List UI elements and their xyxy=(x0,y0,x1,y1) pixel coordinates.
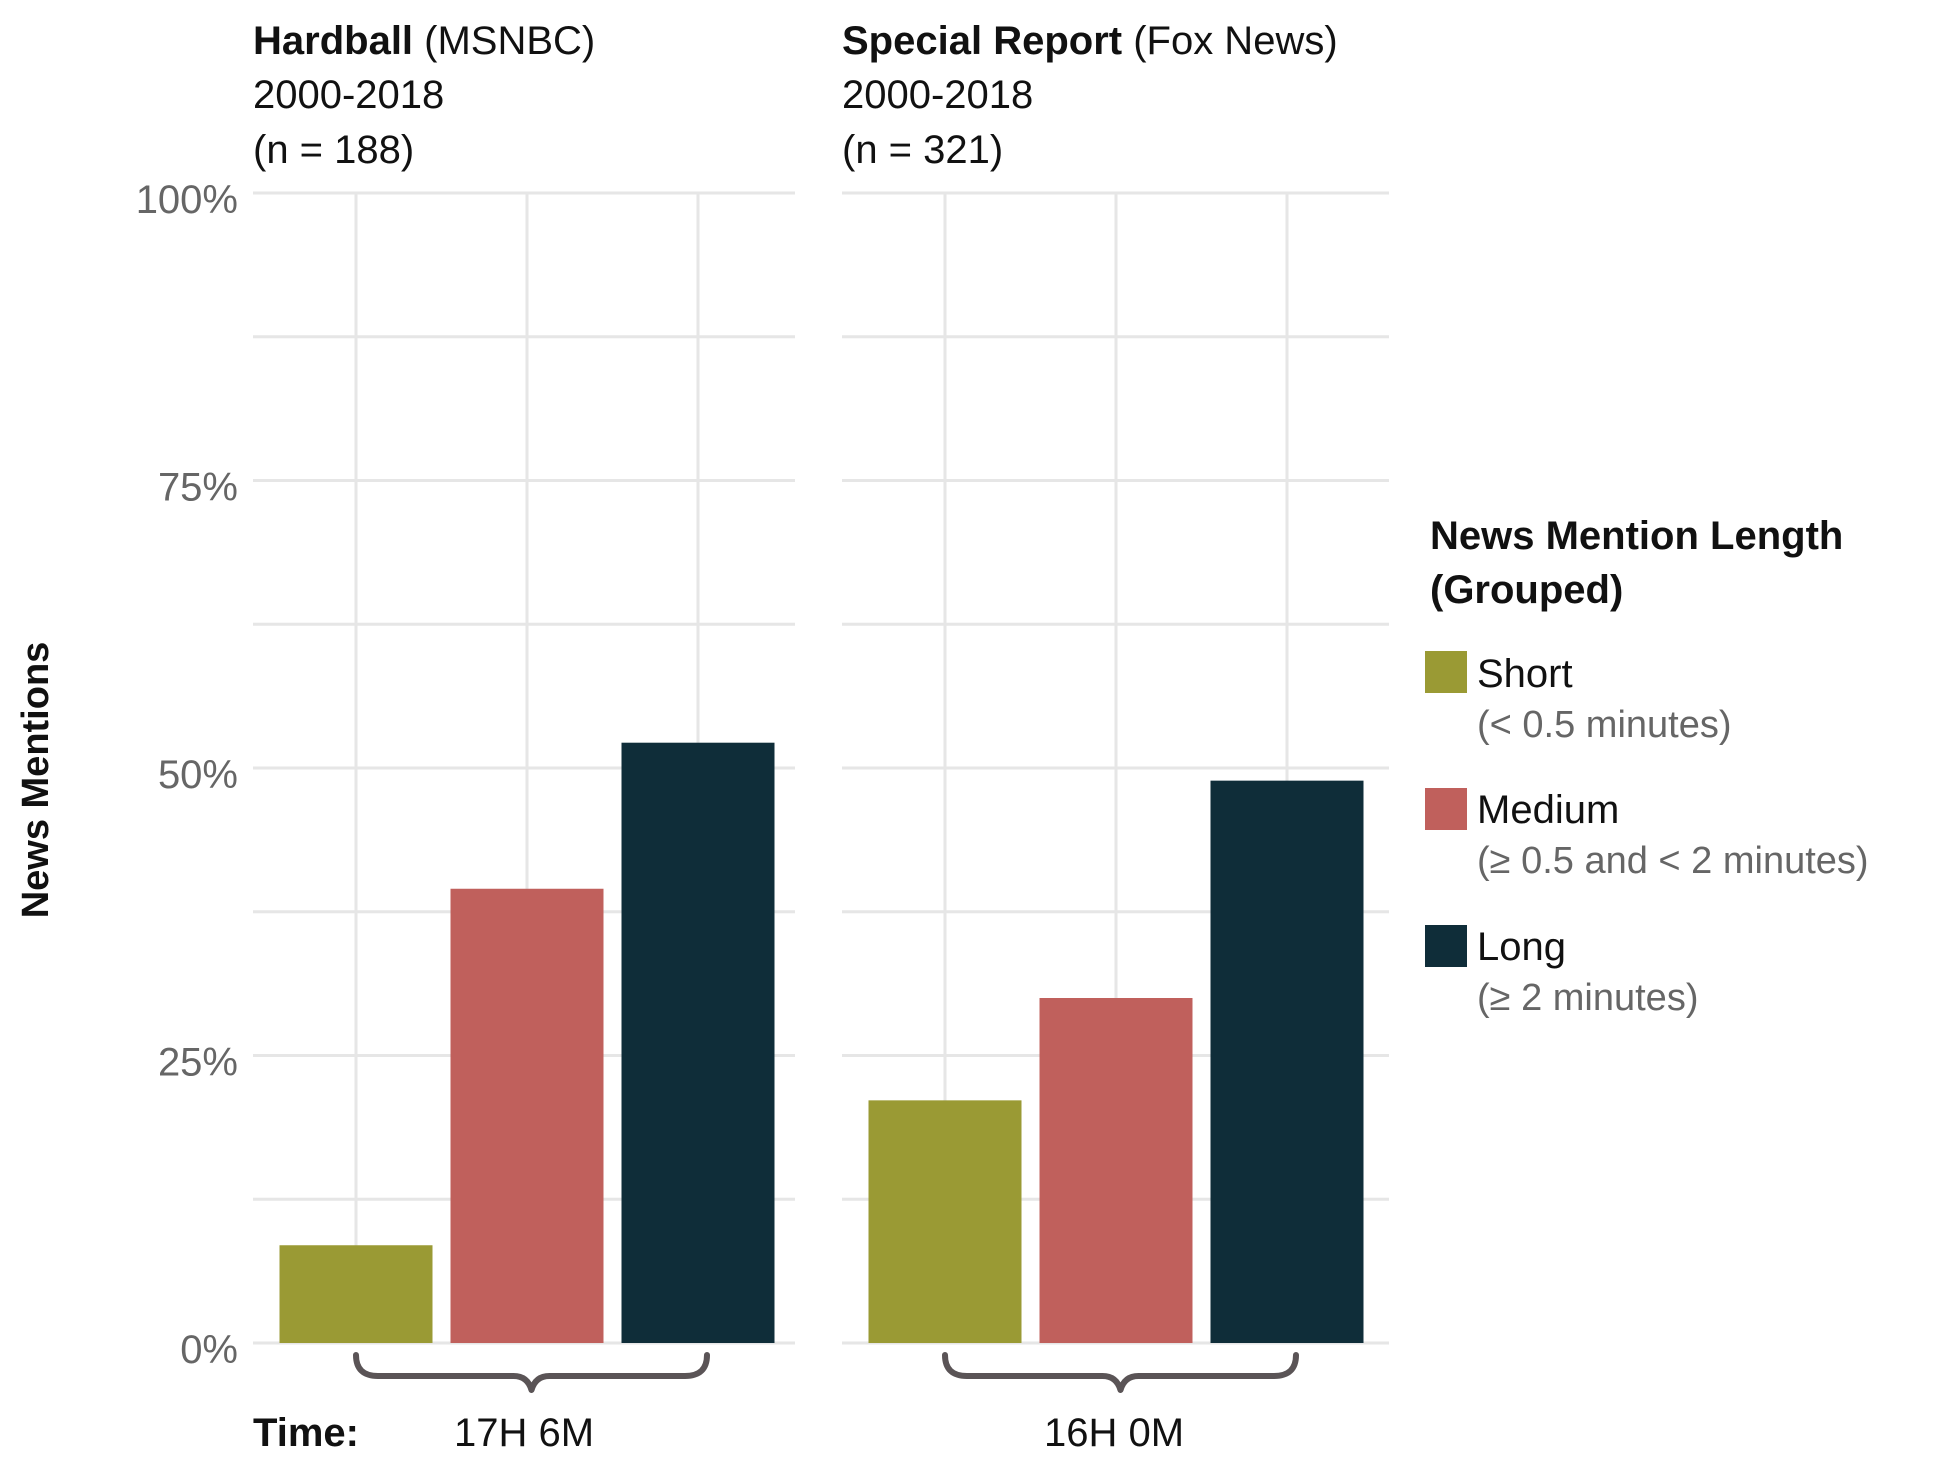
panel-bars xyxy=(279,742,775,1343)
panel-years: 2000-2018 xyxy=(253,73,444,117)
y-tick-label: 25% xyxy=(158,1041,238,1085)
y-tick-label: 50% xyxy=(158,753,238,797)
time-brace xyxy=(353,1352,710,1393)
time-label: Time: xyxy=(253,1411,359,1455)
panel-time: 17H 6M xyxy=(454,1411,594,1455)
legend-sub-medium: (≥ 0.5 and < 2 minutes) xyxy=(1477,840,1869,882)
bar-long xyxy=(1210,780,1364,1343)
panel-title: Hardball (MSNBC) xyxy=(253,19,595,63)
legend: News Mention Length (Grouped) Short (< 0… xyxy=(1425,514,1869,1019)
legend-sub-short: (< 0.5 minutes) xyxy=(1477,704,1732,746)
panel-time: 16H 0M xyxy=(1044,1411,1184,1455)
panel-show-name: Special Report xyxy=(842,19,1122,63)
panel-network: (MSNBC) xyxy=(413,19,595,63)
bar-short xyxy=(868,1100,1022,1343)
legend-swatch-short xyxy=(1425,651,1467,693)
legend-title-line2: (Grouped) xyxy=(1430,568,1623,612)
y-tick-label: 100% xyxy=(136,178,238,222)
legend-title-line1: News Mention Length xyxy=(1430,514,1843,558)
legend-sub-long: (≥ 2 minutes) xyxy=(1477,977,1698,1019)
bar-short xyxy=(279,1245,433,1343)
bar-medium xyxy=(1039,998,1193,1343)
legend-label-short: Short xyxy=(1477,652,1573,696)
legend-label-medium: Medium xyxy=(1477,788,1619,832)
legend-label-long: Long xyxy=(1477,925,1566,969)
panel-bars xyxy=(868,780,1364,1343)
legend-swatch-medium xyxy=(1425,788,1467,830)
time-brace xyxy=(942,1352,1299,1393)
panel-network: (Fox News) xyxy=(1122,19,1338,63)
panel-hardball: Hardball (MSNBC) 2000-2018 (n = 188) 17H… xyxy=(253,19,795,1455)
bar-medium xyxy=(450,888,604,1343)
panel-n: (n = 188) xyxy=(253,128,414,172)
y-axis-label: News Mentions xyxy=(15,642,57,919)
panel-title: Special Report (Fox News) xyxy=(842,19,1338,63)
panel-special-report: Special Report (Fox News) 2000-2018 (n =… xyxy=(842,19,1389,1455)
panel-show-name: Hardball xyxy=(253,19,413,63)
y-axis-ticks: 0% 25% 50% 75% 100% xyxy=(136,178,238,1372)
panel-n: (n = 321) xyxy=(842,128,1003,172)
bar-long xyxy=(621,742,775,1343)
panel-years: 2000-2018 xyxy=(842,73,1033,117)
y-tick-label: 75% xyxy=(158,466,238,510)
y-tick-label: 0% xyxy=(180,1328,238,1372)
legend-swatch-long xyxy=(1425,925,1467,967)
